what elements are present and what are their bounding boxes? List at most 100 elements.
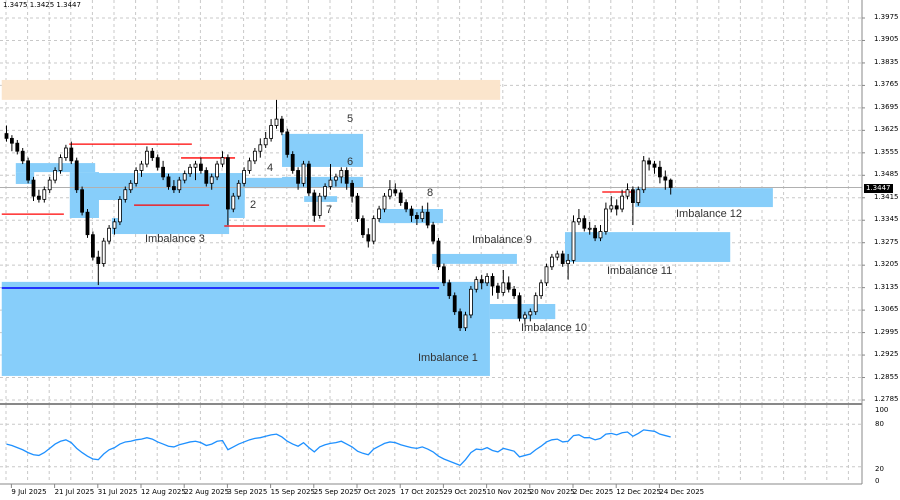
imbalance-zone [564, 232, 731, 262]
candle-body [468, 288, 473, 316]
candle-body [182, 173, 187, 181]
candle-body [485, 276, 490, 284]
annotation-4: 4 [267, 162, 274, 174]
candle-body [323, 186, 328, 197]
candle-body [479, 279, 484, 284]
annotation-7: 7 [326, 204, 333, 216]
candle-body [582, 218, 587, 229]
candle-body [258, 144, 263, 152]
candle-body [344, 170, 349, 184]
candle-body [652, 163, 657, 168]
price-tick-label: 1.3485 [874, 170, 899, 179]
price-tick-label: 1.3625 [874, 125, 899, 134]
candle-body [501, 282, 506, 293]
candle-body [312, 192, 317, 216]
candle-body [328, 179, 333, 187]
candle-body [91, 234, 95, 258]
candle-body [550, 256, 554, 268]
candle-body [658, 166, 662, 178]
candle-body [231, 195, 236, 210]
price-tick-label: 1.3065 [874, 305, 899, 314]
candle-body [441, 266, 446, 284]
date-tick-label: 31 Jul 2025 [97, 488, 138, 496]
candle-body [9, 137, 14, 144]
candle-body [647, 160, 651, 165]
candle-body [285, 131, 290, 155]
candle-body [333, 176, 338, 181]
price-tick-label: 1.2785 [874, 395, 899, 403]
price-tick-label: 1.3415 [874, 192, 899, 201]
annotation-imbalance-11: Imbalance 11 [607, 265, 673, 277]
oscillator-line [6, 429, 671, 467]
candle-body [425, 211, 430, 226]
imbalance-zone [282, 176, 364, 188]
candle-body [139, 163, 144, 171]
candle-body [609, 205, 614, 210]
imbalance-zone [118, 190, 245, 218]
candle-body [31, 179, 36, 197]
oscillator-tick-label: 20 [875, 465, 884, 473]
date-tick-label: 25 Sep 2025 [313, 488, 359, 496]
candle-body [544, 266, 549, 284]
date-tick-label: 10 Nov 2025 [486, 488, 532, 496]
candle-body [393, 189, 398, 194]
date-tick-label: 29 Oct 2025 [443, 488, 487, 496]
candle-body [625, 189, 630, 197]
imbalance-zone [282, 133, 364, 167]
date-tick-label: 22 Aug 2025 [184, 488, 230, 496]
candle-body [85, 211, 90, 236]
candle-body [382, 195, 387, 210]
candle-body [47, 179, 52, 191]
annotation-2: 2 [250, 199, 257, 211]
date-tick-label: 21 Jul 2025 [54, 488, 95, 496]
price-tick-label: 1.3135 [874, 282, 899, 291]
price-tick-label: 1.3905 [874, 35, 899, 44]
imbalance-zone [489, 304, 556, 320]
price-tick-label: 1.3835 [874, 57, 899, 66]
date-tick-label: 9 Jul 2025 [11, 488, 47, 496]
price-tick-label: 1.3555 [874, 147, 899, 156]
candle-body [593, 227, 597, 239]
candle-body [161, 166, 166, 178]
candle-body [404, 202, 409, 210]
candle-body [577, 218, 581, 223]
candle-body [555, 253, 560, 258]
oscillator-tick-label: 80 [875, 420, 884, 428]
candle-body [69, 147, 74, 162]
annotation-imbalance-9: Imbalance 9 [472, 234, 532, 246]
date-tick-label: 20 Nov 2025 [529, 488, 575, 496]
candle-body [4, 133, 9, 139]
candle-body [166, 176, 171, 187]
candle-body [290, 154, 295, 171]
candle-body [631, 189, 635, 203]
imbalance-zone [244, 177, 302, 189]
candle-body [74, 160, 79, 191]
candle-body [118, 198, 122, 223]
candle-body [177, 179, 182, 191]
imbalance-zone [635, 188, 773, 208]
candle-body [431, 224, 436, 242]
candle-body [42, 189, 47, 200]
date-tick-label: 12 Aug 2025 [141, 488, 186, 496]
annotation-5: 5 [347, 113, 354, 125]
candle-body [636, 189, 641, 203]
candle-body [377, 208, 382, 220]
candle-body [269, 125, 274, 139]
candle-body [350, 182, 355, 197]
current-price-marker: 1.3447 [864, 184, 893, 193]
candle-body [15, 142, 20, 152]
annotation-imbalance-3: Imbalance 3 [145, 233, 205, 245]
candle-body [641, 160, 646, 191]
candle-body [668, 179, 673, 188]
annotation-imbalance-1: Imbalance 1 [418, 352, 478, 364]
candle-body [414, 215, 419, 220]
candle-body [225, 157, 230, 210]
candle-body [101, 240, 106, 264]
price-tick-label: 1.3695 [874, 102, 899, 111]
candle-body [620, 195, 624, 210]
candle-body [107, 227, 111, 242]
candle-body [528, 311, 533, 316]
candle-body [495, 285, 500, 293]
candle-body [317, 195, 322, 216]
